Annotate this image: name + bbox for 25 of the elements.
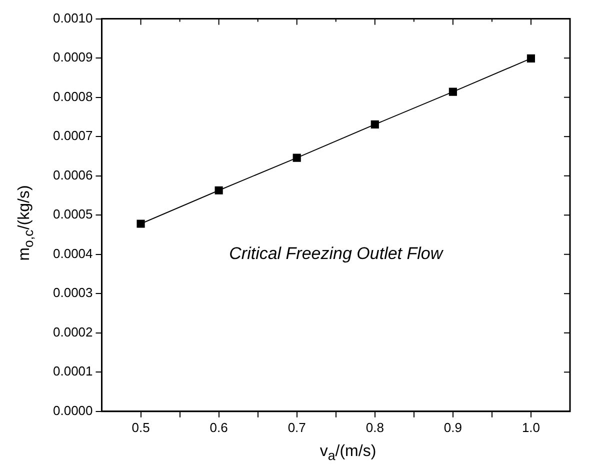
x-tick-label: 0.6 [210,420,228,435]
x-tick-label: 0.5 [132,420,150,435]
point [136,220,145,228]
y-tick-label: 0.0003 [52,285,93,300]
y-tick-label: 0.0000 [52,402,93,418]
point [292,154,301,162]
point [448,88,457,96]
x-tick-label: 1.0 [522,420,540,435]
y-tick-label: 0.0004 [52,246,93,261]
y-tick-label: 0.0009 [52,50,93,65]
y-tick-label: 0.0006 [52,167,93,182]
y-tick-label: 0.0008 [52,88,93,104]
x-tick-label: 0.7 [288,420,306,435]
point [214,186,223,194]
point [370,120,379,128]
y-tick-label: 0.0001 [52,364,93,379]
x-tick-label: 0.8 [366,420,384,435]
y-tick-label: 0.0005 [52,206,93,222]
point [526,54,536,62]
x-tick-label: 0.9 [444,420,462,435]
y-tick-label: 0.0010 [52,10,93,26]
x-axis-title: v$_{a}$/(m/s) [320,442,376,464]
y-tick-label: 0.0007 [52,128,93,144]
annotation: Critical Freezing Outlet Flow [229,244,444,264]
y-tick-label: 0.0002 [52,324,93,340]
